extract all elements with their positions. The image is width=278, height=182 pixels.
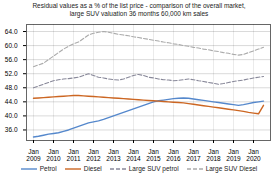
svg-text:52.0: 52.0 bbox=[5, 70, 18, 77]
svg-text:44.0: 44.0 bbox=[5, 98, 18, 105]
svg-text:Jan2016: Jan2016 bbox=[166, 148, 181, 162]
svg-text:Jan2018: Jan2018 bbox=[206, 148, 221, 162]
svg-text:Jan2019: Jan2019 bbox=[226, 148, 241, 162]
svg-text:Jan2020: Jan2020 bbox=[246, 148, 261, 162]
svg-text:Jan2010: Jan2010 bbox=[46, 148, 61, 162]
svg-text:64.0: 64.0 bbox=[5, 28, 18, 35]
svg-text:Jan2015: Jan2015 bbox=[146, 148, 161, 162]
svg-text:Jan2012: Jan2012 bbox=[86, 148, 101, 162]
svg-text:Jan2011: Jan2011 bbox=[67, 148, 81, 162]
svg-text:60.0: 60.0 bbox=[5, 42, 18, 49]
html-text:Diesel: Diesel bbox=[83, 165, 102, 172]
svg-text:Jan2017: Jan2017 bbox=[186, 148, 201, 162]
svg-text:Jan2013: Jan2013 bbox=[106, 148, 121, 162]
html-text:Large SUV petrol: Large SUV petrol bbox=[128, 165, 179, 172]
html-text:Large SUV Diesel: Large SUV Diesel bbox=[205, 165, 258, 172]
svg-text:56.0: 56.0 bbox=[5, 56, 18, 63]
svg-text:40.0: 40.0 bbox=[5, 112, 18, 119]
svg-text:36.0: 36.0 bbox=[5, 126, 18, 133]
svg-text:Jan2009: Jan2009 bbox=[26, 148, 41, 162]
html-text:Residual values as a % of the: Residual values as a % of the list price… bbox=[32, 2, 246, 17]
svg-text:Jan2014: Jan2014 bbox=[126, 148, 141, 162]
html-text:Petrol: Petrol bbox=[39, 165, 57, 172]
svg-text:48.0: 48.0 bbox=[5, 84, 18, 91]
